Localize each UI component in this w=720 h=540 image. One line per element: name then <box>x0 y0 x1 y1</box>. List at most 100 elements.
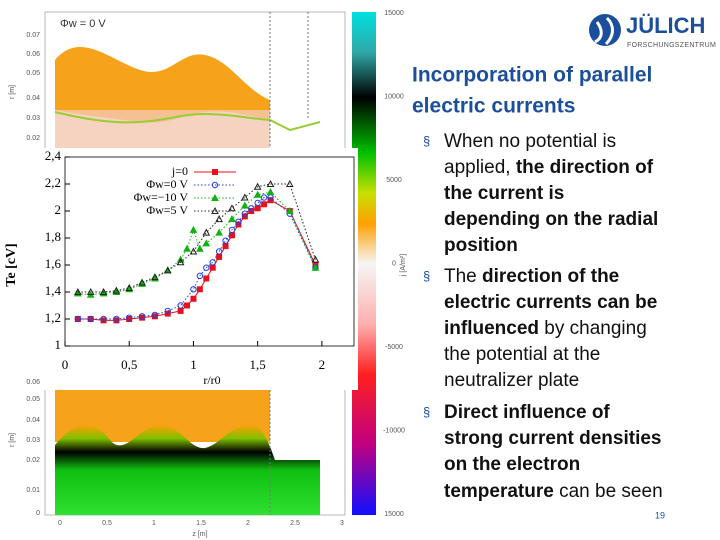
text-segment: neutralizer plate <box>444 370 579 391</box>
x-tick-label: 3 <box>340 520 344 527</box>
y-tick-label: 0.01 <box>26 487 40 494</box>
y-tick-label: 2,2 <box>45 175 61 190</box>
data-point <box>222 237 229 244</box>
x-tick-label: 1 <box>152 520 156 527</box>
data-point <box>163 266 172 274</box>
bullet-line: electric currents can be <box>444 292 657 313</box>
y-tick-label: 2 <box>55 202 62 217</box>
data-point <box>266 188 275 196</box>
y-tick-label: 0.06 <box>26 51 40 58</box>
background-ticks: 0.07 0.06 0.05 0.04 0.03 0.02 0.06 0.05 0.04 0.03… <box>26 10 405 527</box>
legend-label: Φw=5 V <box>146 203 188 217</box>
series-line <box>77 191 316 296</box>
data-point <box>228 215 236 223</box>
text-segment: the direction of <box>516 157 654 178</box>
y-tick-label: 0.05 <box>26 396 40 403</box>
data-point <box>183 244 191 252</box>
text-segment: by changing <box>539 318 647 339</box>
data-point <box>215 215 223 223</box>
legend-label: j=0 <box>171 164 188 178</box>
text-segment: applied, <box>444 157 516 178</box>
bullet-line: Direct influence of <box>444 402 610 423</box>
data-point <box>164 307 171 315</box>
x-tick-label: 1.5 <box>196 520 206 527</box>
x-tick-label: 0,5 <box>121 357 137 372</box>
data-point <box>241 210 249 217</box>
bullet-line: depending on the radial <box>444 209 658 230</box>
bullet-line: strong current densities <box>444 428 662 449</box>
x-axis-label: r/r0 <box>203 373 220 387</box>
data-point <box>190 295 197 302</box>
y-tick-label: 0.05 <box>26 70 40 77</box>
text-segment: When no potential is <box>444 131 616 152</box>
data-point <box>253 190 262 198</box>
data-point <box>260 194 268 201</box>
x-tick-label: 0.5 <box>102 520 112 527</box>
data-point <box>99 287 108 295</box>
data-point <box>209 259 216 266</box>
y-tick-label: 1,8 <box>45 229 61 244</box>
y-tick-label: 0 <box>36 510 40 517</box>
data-point <box>311 263 320 271</box>
y-tick-label: 1 <box>55 337 62 352</box>
bullet-line: The direction of the <box>444 266 619 287</box>
bullet-line: applied, the direction of <box>444 157 654 178</box>
data-point <box>211 206 219 214</box>
data-point <box>196 272 204 279</box>
data-point <box>202 228 211 236</box>
page-number: 19 <box>655 510 665 520</box>
bullet-list: § When no potential is applied, the direct… <box>423 131 663 502</box>
plot-label: Φw = 0 V <box>60 18 106 30</box>
text-segment: electric currents can be <box>444 292 657 313</box>
colorbar-tick-label: 10000 <box>384 93 404 100</box>
y-tick-label: 0.04 <box>26 417 40 424</box>
data-point <box>138 278 146 286</box>
data-point <box>266 179 275 187</box>
data-point <box>87 315 94 323</box>
x-axis-label: z [m] <box>192 531 207 538</box>
bullet-marker: § <box>423 133 430 148</box>
y-tick-label: 0.07 <box>26 32 40 39</box>
data-point <box>151 311 159 319</box>
title-line: electric currents <box>412 95 575 118</box>
text-segment: on the electron <box>444 454 580 475</box>
data-point <box>176 258 185 266</box>
data-point <box>311 255 320 263</box>
y-tick-label: 0.02 <box>26 457 40 464</box>
text-segment: influenced <box>444 318 539 339</box>
data-point <box>196 286 203 293</box>
colorbar-tick-label: 15000 <box>384 10 404 17</box>
colorbar-tick-label: 15000 <box>384 511 404 518</box>
data-point <box>113 315 120 323</box>
y-tick-label: 1,4 <box>45 283 62 298</box>
data-point <box>285 179 294 187</box>
bullet-line: influenced by changing <box>444 318 647 339</box>
logo-icon <box>589 14 621 46</box>
text-segment: the potential at the <box>444 344 600 365</box>
y-tick-label: 2,4 <box>45 148 62 163</box>
y-tick-label: 0.06 <box>26 379 40 386</box>
data-point <box>151 273 159 281</box>
x-tick-label: 1,5 <box>250 357 266 372</box>
data-point <box>112 286 121 294</box>
inset-chart: 1 1,2 1,4 1,6 1,8 2 2,2 2,4 0 0,5 1 1,5 2 r/r0 Te [cV]… <box>4 148 355 387</box>
title-line: Incorporation of parallel <box>412 64 652 87</box>
y-tick-label: 0.04 <box>26 95 40 102</box>
bullet-line: neutralizer plate <box>444 370 579 391</box>
edge-curve <box>54 111 321 132</box>
text-segment: The <box>444 266 482 287</box>
y-tick-label: 0.02 <box>26 135 40 142</box>
logo-name: JÜLICH <box>626 13 705 38</box>
data-point <box>74 315 82 323</box>
data-point <box>240 201 249 209</box>
data-point <box>196 244 204 252</box>
x-tick-label: 2.5 <box>290 520 300 527</box>
data-point <box>261 201 268 208</box>
data-point <box>86 287 95 295</box>
data-point <box>222 243 229 250</box>
data-point <box>228 204 236 212</box>
text-segment: direction of the <box>482 266 619 287</box>
green-region <box>55 425 320 515</box>
